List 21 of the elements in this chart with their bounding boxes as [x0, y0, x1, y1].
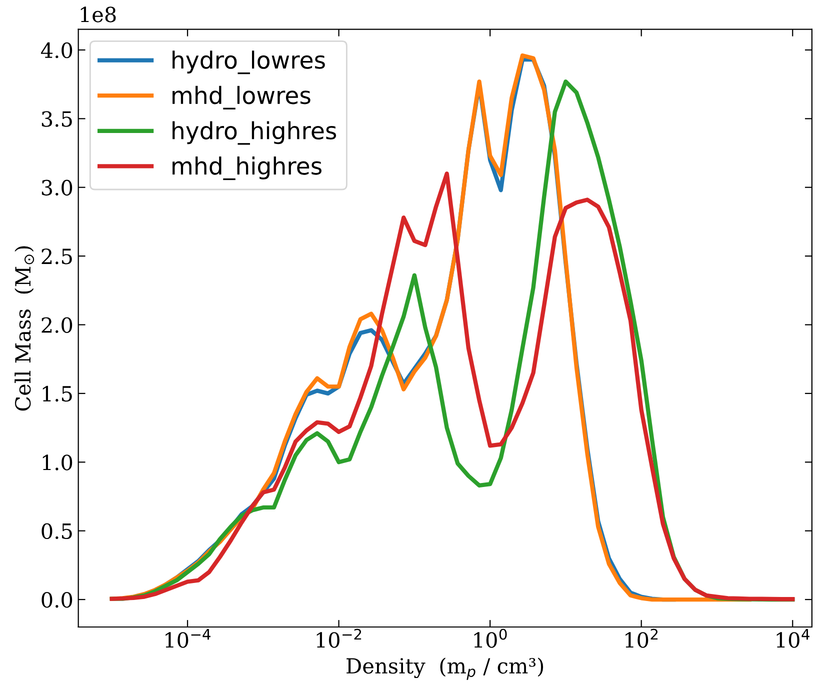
- legend-label: mhd_lowres: [172, 86, 310, 110]
- y-tick-label: 1.0: [42, 454, 72, 470]
- y-tick-label: 0.5: [42, 523, 72, 540]
- x-tick-label: 10$^{2}$: [626, 628, 658, 648]
- y-tick-label: 3.0: [42, 180, 72, 196]
- legend-label: mhd_highres: [172, 156, 322, 180]
- y-tick-label: 3.5: [42, 111, 72, 127]
- y-tick-label: 1.5: [42, 386, 72, 402]
- legend-label: hydro_highres: [172, 121, 336, 145]
- x-tick-label: 10$^{−2}$: [316, 628, 362, 648]
- legend-label: hydro_lowres: [172, 50, 325, 74]
- y-tick-label: 0.0: [42, 592, 72, 608]
- text: 1e8: [80, 6, 116, 22]
- x-axis-title: Density (m$_{p}$ / cm³): [346, 658, 544, 680]
- y-tick-label: 4.0: [40, 42, 72, 58]
- x-tick-label: 10$^{4}$: [776, 628, 810, 648]
- y-tick-label: 2.5: [42, 248, 72, 264]
- y-tick-label: 2.0: [42, 317, 72, 333]
- x-tick-label: 10$^{−4}$: [166, 628, 210, 648]
- y-axis-title: Cell Mass (M$_{⊙}$): [14, 246, 34, 411]
- x-tick-label: 10$^{0}$: [474, 628, 507, 648]
